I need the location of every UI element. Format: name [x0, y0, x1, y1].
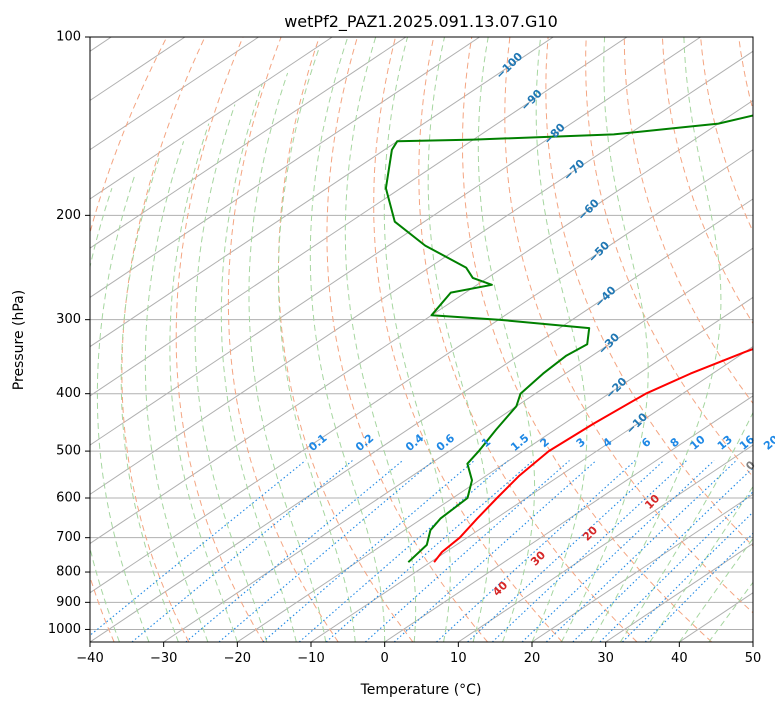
isotherm-line	[90, 50, 753, 495]
moist-adiabat-line	[277, 49, 356, 642]
moist-adiabat-line	[309, 37, 386, 642]
x-tick-label: −30	[150, 651, 177, 666]
moist-adiabat-line	[344, 37, 417, 642]
x-axis-ticks: −40 −30 −20 −10 0 10 20 30 40 50	[76, 642, 761, 666]
moist-adiabat-line	[169, 123, 238, 642]
dry-adiabat-line	[418, 37, 638, 642]
y-tick-label: 1000	[48, 622, 81, 637]
isotherm-line	[458, 444, 753, 642]
isotherm-line	[90, 149, 753, 594]
isotherm-line	[90, 37, 333, 200]
mixing-ratio-line	[185, 460, 404, 642]
dry-adiabat-line	[461, 37, 713, 642]
mixing-ratio-line	[572, 467, 753, 642]
isotherm-line	[384, 395, 753, 642]
moist-adiabat-line	[531, 37, 588, 642]
x-tick-label: 10	[450, 651, 467, 666]
profile-lines	[384, 114, 753, 563]
isotherm-line	[531, 493, 753, 642]
y-tick-label: 700	[56, 530, 81, 545]
y-tick-label: 600	[56, 491, 81, 506]
isotherm-line	[90, 198, 753, 642]
isotherm-line	[90, 37, 701, 446]
x-tick-label: 20	[524, 651, 541, 666]
reference-lines	[90, 37, 753, 642]
moist-adiabat-line	[383, 37, 451, 642]
moist-adiabat-line	[477, 37, 536, 642]
x-tick-label: 30	[597, 651, 614, 666]
moist-adiabat-line	[619, 411, 753, 642]
mixing-ratio-line	[393, 460, 597, 642]
dry-adiabat-line	[175, 37, 264, 642]
y-axis-ticks: 1000 900 800 700 600 500 400 300 200 100	[48, 30, 90, 637]
moist-adiabat-line	[96, 173, 150, 642]
y-tick-label: 900	[56, 595, 81, 610]
isotherm-line	[90, 99, 753, 545]
y-tick-label: 300	[56, 312, 81, 327]
x-tick-label: 0	[381, 651, 389, 666]
moist-adiabat-line	[194, 104, 268, 642]
dry-adiabat-line	[545, 37, 753, 547]
x-tick-label: −10	[297, 651, 324, 666]
plot-area	[90, 37, 753, 642]
isotherm-line	[237, 296, 753, 642]
isotherm-line	[163, 247, 753, 642]
mixing-ratio-line	[262, 460, 475, 642]
x-tick-label: −20	[224, 651, 251, 666]
isotherm-line	[90, 37, 628, 397]
y-axis-label: Pressure (hPa)	[11, 290, 27, 390]
dry-adiabat-line	[373, 37, 563, 642]
x-tick-label: 40	[671, 651, 688, 666]
isotherm-line	[90, 37, 259, 151]
mixing-ratio-line	[325, 460, 534, 642]
mixing-ratio-line	[599, 491, 753, 642]
moist-adiabat-line	[90, 188, 120, 642]
moist-adiabat-line	[248, 72, 327, 642]
isotherm-line	[90, 37, 554, 348]
y-tick-label: 200	[56, 208, 81, 223]
mixing-ratio-line	[364, 460, 570, 642]
x-axis-label: Temperature (°C)	[360, 682, 482, 698]
y-tick-label: 500	[56, 444, 81, 459]
moist-adiabat-line	[427, 37, 490, 642]
dry-adiabat-line	[585, 37, 753, 478]
moist-adiabat-line	[590, 37, 722, 642]
dry-adiabat-line	[700, 37, 753, 233]
mixing-ratio-line	[491, 460, 688, 642]
moist-adiabat-line	[708, 581, 753, 642]
mixing-ratio-line	[467, 460, 665, 642]
chart-title: wetPf2_PAZ1.2025.091.13.07.G10	[284, 12, 558, 32]
y-tick-label: 800	[56, 565, 81, 580]
x-tick-label: −40	[76, 651, 103, 666]
mixing-ratio-line	[622, 511, 753, 642]
dry-adiabat-line	[277, 37, 414, 642]
mixing-ratio-line	[218, 460, 434, 642]
moist-adiabat-line	[120, 157, 179, 642]
x-tick-label: 50	[745, 651, 762, 666]
moist-adiabat-line	[678, 537, 753, 642]
y-tick-label: 400	[56, 386, 81, 401]
plot-frame	[89, 36, 754, 643]
dry-adiabat-line	[227, 37, 339, 642]
dewpoint-line	[384, 114, 753, 563]
moist-adiabat-line	[220, 83, 297, 642]
isotherm-line	[310, 346, 753, 642]
isotherm-line	[90, 37, 407, 249]
y-tick-label: 100	[56, 30, 81, 45]
moist-adiabat-line	[144, 141, 209, 642]
temperature-line	[433, 347, 753, 563]
dry-adiabat-line	[661, 37, 753, 325]
mixing-ratio-line	[436, 460, 636, 642]
isotherm-line	[90, 37, 480, 298]
